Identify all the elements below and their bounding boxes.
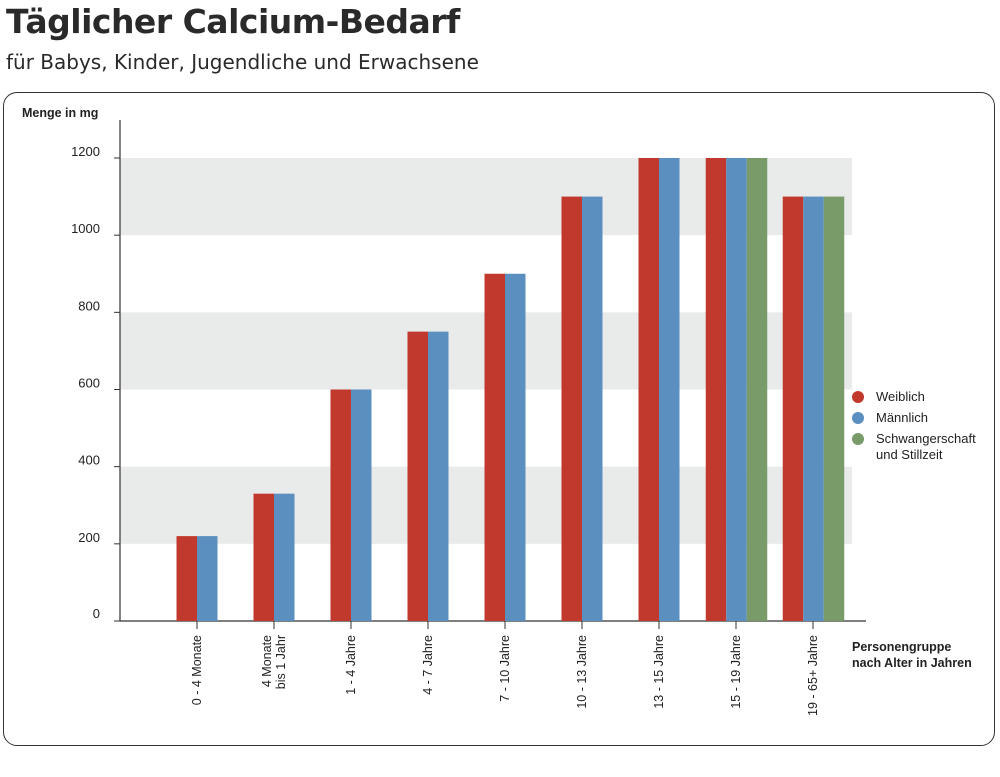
legend-label: Männlich (876, 410, 928, 425)
x-category-label: 10 - 13 Jahre (575, 635, 589, 709)
chart-frame (3, 92, 995, 746)
y-tick-label: 600 (78, 376, 100, 391)
chart-subtitle: für Babys, Kinder, Jugendliche und Erwac… (6, 50, 479, 74)
bar-schwangerschaft (823, 196, 845, 622)
legend-label: Schwangerschaft (876, 431, 976, 446)
y-tick-label: 400 (78, 453, 100, 468)
x-category-label: 4 - 7 Jahre (421, 635, 435, 695)
bar-weiblich (561, 196, 582, 622)
x-axis-title: Personengruppe (852, 640, 951, 654)
x-category-label: 15 - 19 Jahre (729, 635, 743, 709)
bar-weiblich (484, 273, 505, 621)
legend-marker (852, 433, 864, 445)
legend-label: und Stillzeit (876, 447, 943, 462)
y-tick-label: 200 (78, 530, 100, 545)
bar-maennlich (582, 196, 603, 622)
bar-maennlich (428, 331, 449, 621)
x-category-label: 19 - 65+ Jahre (806, 635, 820, 716)
bar-maennlich (351, 389, 372, 621)
bar-weiblich (253, 493, 274, 621)
x-axis-title: nach Alter in Jahren (852, 656, 972, 670)
y-tick-label: 1000 (71, 221, 100, 236)
bar-maennlich (659, 158, 680, 621)
y-tick-label: 0 (93, 606, 100, 621)
bar-weiblich (407, 331, 428, 621)
bar-maennlich (505, 273, 526, 621)
bar-maennlich (726, 158, 747, 621)
y-axis-title: Menge in mg (22, 106, 98, 120)
x-category-label: 7 - 10 Jahre (498, 635, 512, 702)
x-category-label: bis 1 Jahr (274, 635, 288, 689)
legend-marker (852, 391, 864, 403)
bar-weiblich (705, 158, 727, 621)
bar-weiblich (782, 196, 804, 622)
bar-maennlich (803, 196, 824, 622)
bar-maennlich (197, 536, 218, 621)
x-category-label: 4 Monate (260, 635, 274, 687)
bar-maennlich (274, 493, 295, 621)
bar-weiblich (330, 389, 351, 621)
x-category-label: 13 - 15 Jahre (652, 635, 666, 709)
x-category-label: 1 - 4 Jahre (344, 635, 358, 695)
x-category-label: 0 - 4 Monate (190, 635, 204, 705)
y-tick-label: 1200 (71, 144, 100, 159)
bar-weiblich (638, 158, 659, 621)
bar-schwangerschaft (746, 158, 768, 621)
bar-weiblich (176, 536, 197, 621)
legend-label: Weiblich (876, 389, 925, 404)
legend-marker (852, 412, 864, 424)
y-tick-label: 800 (78, 298, 100, 313)
chart-title: Täglicher Calcium-Bedarf (6, 2, 460, 41)
